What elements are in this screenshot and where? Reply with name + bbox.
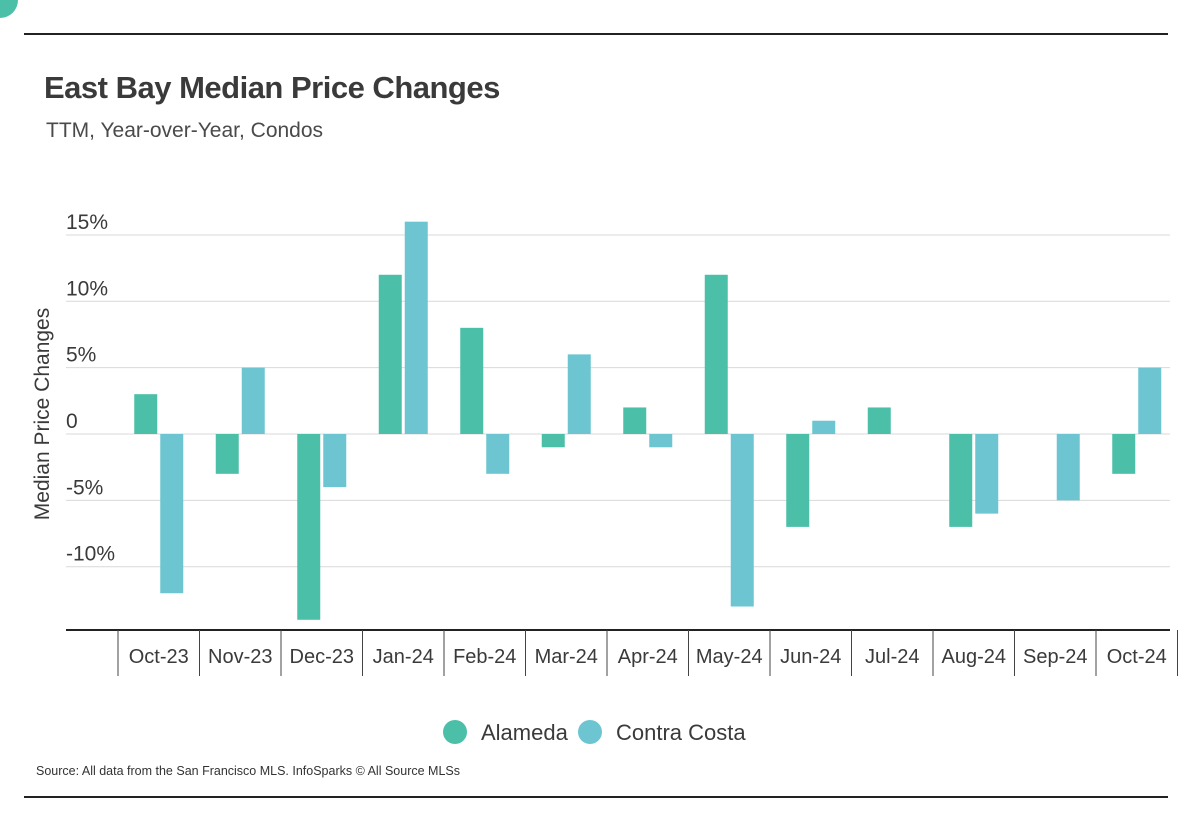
y-tick-label: -10% (66, 543, 115, 566)
source-note: Source: All data from the San Francisco … (36, 764, 460, 778)
bottom-rule (24, 796, 1168, 798)
bar-alameda-aug-24 (949, 434, 973, 527)
x-tick-label: Oct-23 (129, 646, 189, 668)
y-axis-label: Median Price Changes (31, 308, 54, 520)
y-tick-label: -5% (66, 476, 103, 499)
bar-alameda-may-24 (704, 274, 728, 434)
bar-contra-costa-jun-24 (812, 420, 836, 434)
bar-contra-costa-may-24 (730, 434, 754, 607)
bar-alameda-oct-23 (134, 394, 158, 434)
y-tick-labels: 15% 10% 5% 0 -5% -10% (66, 211, 115, 566)
bar-alameda-dec-23 (297, 434, 321, 620)
bar-alameda-oct-24 (1112, 434, 1136, 474)
y-tick-label: 0 (66, 410, 78, 433)
x-tick-label: Sep-24 (1023, 646, 1088, 668)
bar-alameda-nov-23 (215, 434, 239, 474)
bar-alameda-feb-24 (460, 327, 484, 434)
x-tick-label: May-24 (696, 646, 763, 668)
legend: Alameda Contra Costa (443, 720, 746, 745)
bar-contra-costa-oct-23 (160, 434, 184, 594)
bar-contra-costa-oct-24 (1138, 367, 1162, 434)
bar-contra-costa-feb-24 (486, 434, 510, 474)
x-tick-labels: Oct-23 Nov-23 Dec-23 Jan-24 Feb-24 Mar-24 Apr-… (129, 646, 1167, 668)
y-tick-label: 5% (66, 344, 96, 367)
bar-contra-costa-dec-23 (323, 434, 347, 488)
legend-swatch (443, 720, 467, 744)
legend-swatch (578, 720, 602, 744)
bar-alameda-jan-24 (378, 274, 402, 434)
x-tick-label: Aug-24 (942, 646, 1007, 668)
bar-alameda-mar-24 (541, 434, 565, 448)
x-tick-label: Nov-23 (208, 646, 272, 668)
legend-label: Alameda (481, 720, 569, 745)
x-axis (66, 629, 1178, 676)
bar-contra-costa-apr-24 (649, 434, 673, 448)
bar-contra-costa-mar-24 (567, 354, 591, 434)
x-tick-label: Jun-24 (780, 646, 841, 668)
x-tick-label: Dec-23 (290, 646, 354, 668)
x-tick-label: Oct-24 (1107, 646, 1167, 668)
y-tick-label: 10% (66, 277, 108, 300)
chart-subtitle: TTM, Year-over-Year, Condos (46, 119, 324, 142)
bar-contra-costa-sep-24 (1056, 434, 1080, 501)
y-tick-label: 15% (66, 211, 108, 234)
x-tick-label: Jul-24 (865, 646, 919, 668)
x-tick-label: Mar-24 (535, 646, 598, 668)
bar-alameda-apr-24 (623, 407, 647, 434)
bar-contra-costa-jan-24 (404, 221, 428, 434)
gridlines (66, 234, 1170, 568)
legend-label: Contra Costa (616, 720, 746, 745)
bar-alameda-jun-24 (786, 434, 810, 527)
bar-alameda-jul-24 (867, 407, 891, 434)
chart-title: East Bay Median Price Changes (44, 70, 500, 105)
x-tick-label: Jan-24 (373, 646, 434, 668)
x-tick-label: Apr-24 (618, 646, 678, 668)
bar-contra-costa-nov-23 (241, 367, 265, 434)
bar-contra-costa-aug-24 (975, 434, 999, 514)
x-tick-label: Feb-24 (453, 646, 516, 668)
bars (134, 221, 1162, 620)
top-rule (24, 33, 1168, 35)
